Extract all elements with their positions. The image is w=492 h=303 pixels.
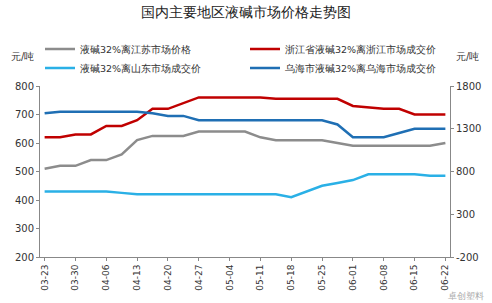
svg-text:06-08: 06-08 (379, 264, 389, 290)
svg-text:200: 200 (15, 252, 34, 263)
svg-text:04-20: 04-20 (163, 264, 173, 290)
svg-text:元/吨: 元/吨 (11, 51, 34, 62)
svg-text:05-18: 05-18 (286, 264, 296, 290)
svg-text:300: 300 (456, 209, 475, 220)
svg-text:500: 500 (15, 166, 34, 177)
svg-text:600: 600 (15, 138, 34, 149)
svg-text:04-06: 04-06 (101, 264, 111, 290)
svg-text:05-11: 05-11 (255, 265, 265, 291)
svg-text:700: 700 (15, 109, 34, 120)
svg-text:元/吨: 元/吨 (456, 51, 479, 62)
svg-text:03-23: 03-23 (40, 265, 50, 291)
svg-text:04-27: 04-27 (194, 265, 204, 291)
svg-text:04-13: 04-13 (132, 265, 142, 291)
svg-text:03-30: 03-30 (70, 264, 80, 290)
svg-text:06-01: 06-01 (348, 265, 358, 291)
svg-text:-200: -200 (456, 252, 479, 263)
svg-text:浙江省液碱32%离浙江市场成交价: 浙江省液碱32%离浙江市场成交价 (285, 44, 436, 55)
svg-text:1800: 1800 (456, 81, 481, 92)
svg-text:800: 800 (456, 166, 475, 177)
svg-text:300: 300 (15, 223, 34, 234)
svg-text:1300: 1300 (456, 123, 481, 134)
svg-text:05-04: 05-04 (225, 264, 235, 290)
svg-text:液碱32%离江苏市场价格: 液碱32%离江苏市场价格 (80, 44, 191, 55)
svg-text:国内主要地区液碱市场价格走势图: 国内主要地区液碱市场价格走势图 (141, 4, 351, 20)
svg-text:乌海市液碱32%离乌海市场成交价: 乌海市液碱32%离乌海市场成交价 (285, 63, 436, 74)
svg-text:05-25: 05-25 (317, 265, 327, 291)
svg-text:06-15: 06-15 (409, 265, 419, 291)
svg-text:400: 400 (15, 195, 34, 206)
svg-text:液碱32%离山东市场成交价: 液碱32%离山东市场成交价 (80, 63, 201, 74)
svg-text:800: 800 (15, 81, 34, 92)
svg-text:06-22: 06-22 (440, 265, 450, 291)
svg-text:卓创塑料: 卓创塑料 (448, 291, 484, 301)
